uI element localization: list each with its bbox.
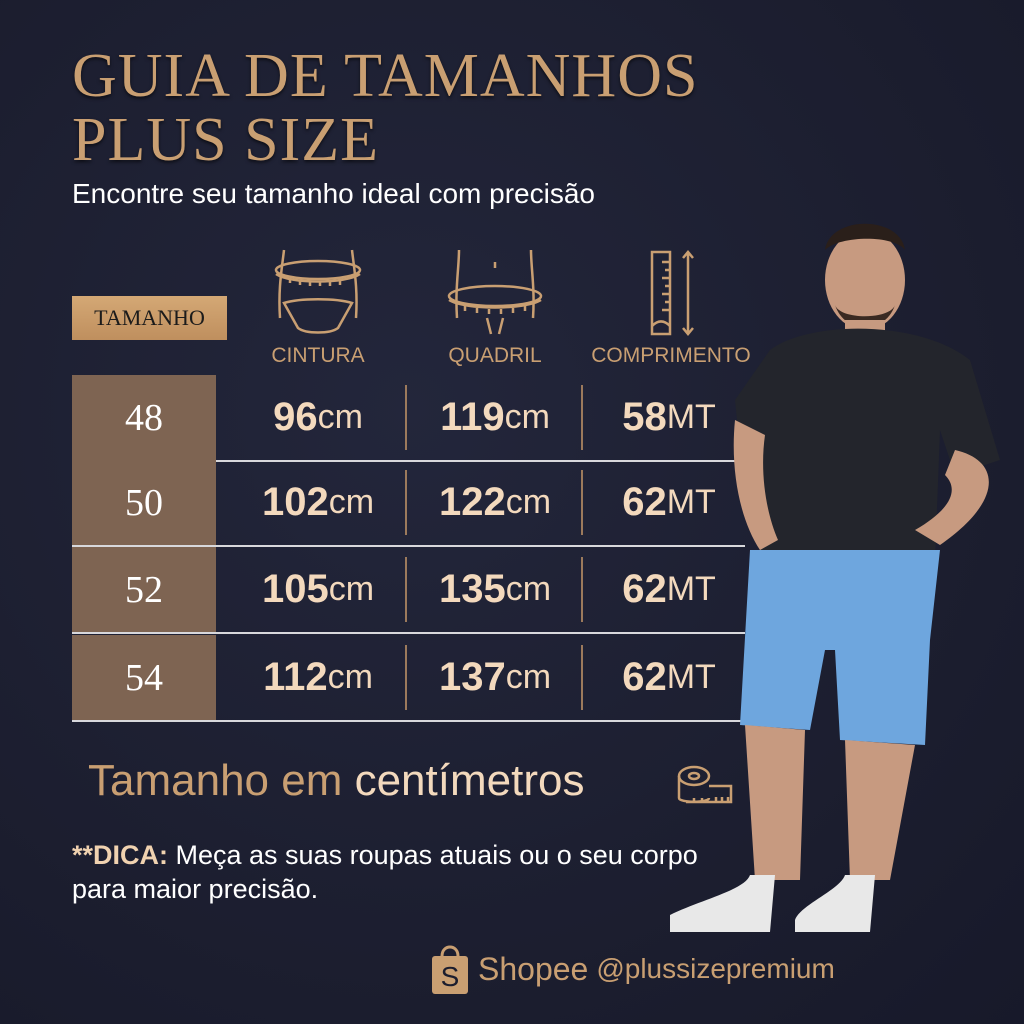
shopee-link[interactable]: Shopee xyxy=(478,950,589,987)
quadril-cell: 137 cm xyxy=(438,655,552,699)
table-row: 48 96 cm 119 cm 58 MT xyxy=(72,375,745,462)
column-divider xyxy=(405,470,407,535)
footer: S Shopee @plussizepremium xyxy=(430,942,835,996)
subtitle: Encontre seu tamanho ideal com precisão xyxy=(72,178,595,209)
size-cell: 50 xyxy=(72,460,216,545)
ruler-length-icon xyxy=(650,250,694,336)
quadril-cell: 122 cm xyxy=(438,480,552,524)
unit-note: Tamanho em centímetros xyxy=(88,756,585,805)
column-divider xyxy=(581,470,583,535)
svg-text:S: S xyxy=(441,961,460,992)
column-divider xyxy=(581,645,583,710)
row-divider xyxy=(72,720,745,722)
column-divider xyxy=(405,557,407,622)
comprimento-cell: 62 MT xyxy=(622,567,716,611)
row-divider xyxy=(72,545,745,547)
quadril-cell: 135 cm xyxy=(438,567,552,611)
column-header-comprimento: COMPRIMENTO xyxy=(591,344,751,367)
store-handle[interactable]: @plussizepremium xyxy=(596,953,835,984)
column-divider xyxy=(581,385,583,450)
column-divider xyxy=(405,385,407,450)
comprimento-cell: 62 MT xyxy=(622,480,716,524)
size-cell: 54 xyxy=(72,635,216,720)
comprimento-cell: 58 MT xyxy=(622,395,716,439)
cintura-cell: 96 cm xyxy=(273,395,363,439)
model-photo xyxy=(670,223,1000,932)
size-header: TAMANHO xyxy=(72,296,227,340)
row-divider xyxy=(72,632,745,634)
size-cell: 52 xyxy=(72,547,216,632)
table-row: 54 112 cm 137 cm 62 MT xyxy=(72,635,745,722)
cintura-cell: 102 cm xyxy=(261,480,375,524)
tip-text: **DICA: Meça as suas roupas atuais ou o … xyxy=(72,840,698,904)
page-title: GUIA DE TAMANHOS PLUS SIZE xyxy=(72,42,699,174)
table-row: 52 105 cm 135 cm 62 MT xyxy=(72,547,745,634)
quadril-cell: 119 cm xyxy=(440,395,550,439)
comprimento-cell: 62 MT xyxy=(622,655,716,699)
shopee-bag-icon: S xyxy=(432,945,468,994)
waist-measure-icon xyxy=(274,249,362,334)
column-divider xyxy=(405,645,407,710)
column-header-quadril: QUADRIL xyxy=(448,344,542,367)
column-header-cintura: CINTURA xyxy=(271,344,365,367)
cintura-cell: 105 cm xyxy=(261,567,375,611)
hip-measure-icon xyxy=(447,249,543,335)
row-divider xyxy=(72,460,745,462)
column-divider xyxy=(581,557,583,622)
cintura-cell: 112 cm xyxy=(263,655,373,699)
tape-measure-icon xyxy=(677,765,733,804)
table-row: 50 102 cm 122 cm 62 MT xyxy=(72,460,745,547)
size-cell: 48 xyxy=(72,375,216,460)
